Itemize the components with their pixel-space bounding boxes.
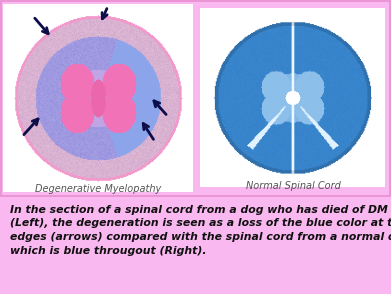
Text: Degenerative Myelopathy: Degenerative Myelopathy: [35, 184, 161, 194]
Text: Normal Spinal Cord: Normal Spinal Cord: [246, 181, 341, 191]
Text: In the section of a spinal cord from a dog who has died of DM
(Left), the degene: In the section of a spinal cord from a d…: [10, 205, 391, 255]
